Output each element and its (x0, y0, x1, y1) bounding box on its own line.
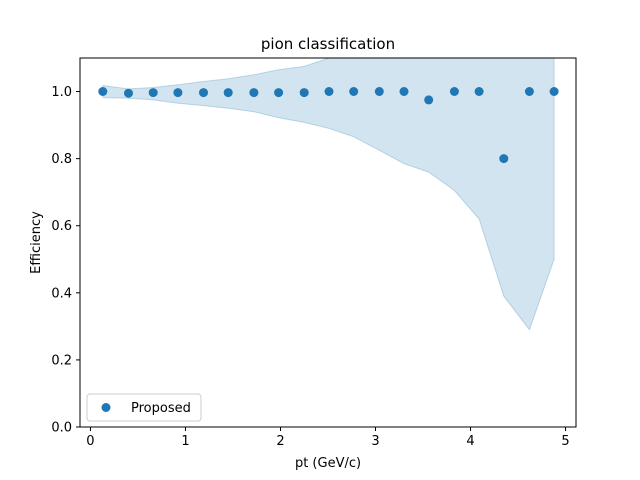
axes-frame (79, 57, 577, 428)
x-axis-label: pt (GeV/c) (295, 456, 361, 471)
data-point (173, 88, 183, 98)
data-points (98, 87, 559, 164)
data-point (324, 87, 334, 96)
data-point (299, 88, 309, 98)
data-point (399, 87, 409, 96)
y-axis-label: Efficiency (29, 211, 44, 274)
legend-marker (101, 403, 111, 412)
data-point (223, 88, 233, 98)
x-tick-label: 5 (561, 434, 569, 449)
data-point (249, 88, 259, 98)
data-point (124, 88, 133, 98)
x-tick-label: 2 (276, 434, 284, 449)
data-point (349, 87, 359, 96)
chart-title: pion classification (261, 35, 395, 53)
confidence-band (102, 57, 555, 331)
legend: Proposed (86, 393, 202, 422)
data-point (499, 154, 509, 164)
legend-label: Proposed (131, 401, 191, 416)
data-point (148, 88, 158, 98)
data-point (98, 87, 108, 96)
data-point (374, 87, 384, 96)
data-point (549, 87, 559, 96)
y-tick-label: 0.6 (51, 219, 72, 234)
data-point (199, 88, 208, 98)
y-tick-label: 1.0 (51, 85, 72, 100)
y-tick-label: 0.0 (51, 421, 72, 436)
y-tick-label: 0.8 (51, 152, 72, 167)
data-point (474, 87, 484, 96)
plot-area (98, 57, 559, 331)
y-tick-label: 0.2 (51, 353, 72, 368)
x-tick-label: 3 (371, 434, 379, 449)
x-tick-label: 1 (181, 434, 189, 449)
x-axis-ticks: 0 1 2 3 4 5 (86, 427, 570, 449)
data-point (274, 88, 284, 98)
data-point (449, 87, 459, 96)
x-tick-label: 4 (466, 434, 474, 449)
y-axis-ticks: 0.0 0.2 0.4 0.6 0.8 1.0 (51, 85, 80, 436)
y-tick-label: 0.4 (51, 286, 72, 301)
legend-box (86, 393, 202, 422)
data-point (424, 95, 434, 105)
data-point (524, 87, 534, 96)
x-tick-label: 0 (86, 434, 94, 449)
